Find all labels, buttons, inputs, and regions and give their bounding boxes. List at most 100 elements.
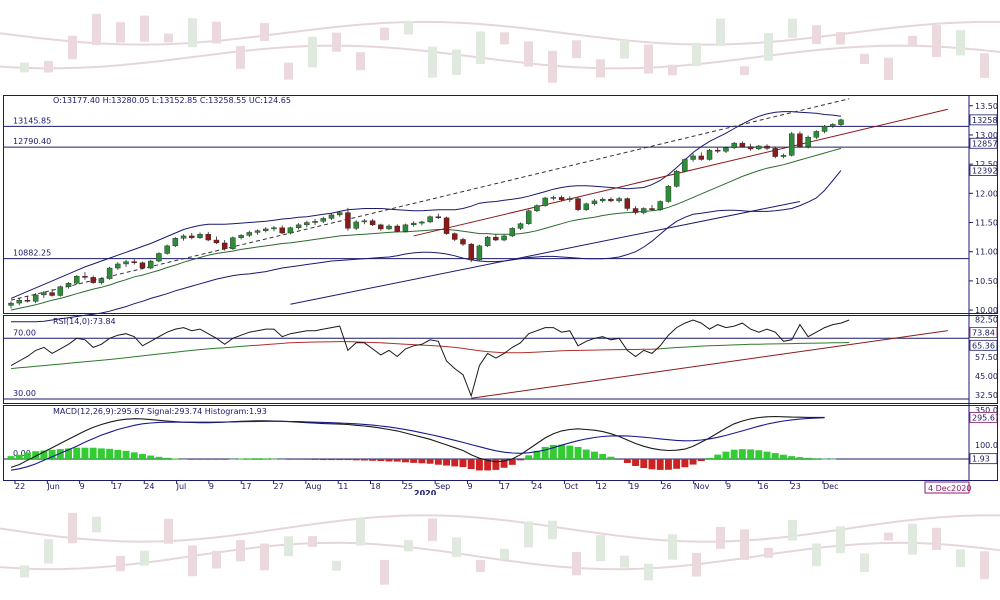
background-wave [0,44,1000,70]
candle-up [821,125,828,132]
histogram-bar-positive [582,449,590,459]
candle-up [476,245,483,261]
histogram-bar-positive [147,455,155,459]
date-tick-label: 24 [532,482,542,491]
date-tick-label: Jun [46,482,60,491]
candle-up [756,145,762,150]
rsi-title: RSI(14,0):73.84 [53,317,116,326]
candle-down [369,220,376,226]
date-tick-label: 23 [791,482,801,491]
histogram-bar-positive [163,457,171,459]
background-candle [236,540,245,562]
histogram-bar-positive [56,449,64,459]
candle-up [517,223,524,229]
background-candle [956,549,965,568]
histogram-bar-negative [319,458,327,461]
histogram-bar-positive [65,448,72,459]
background-candle [644,563,653,581]
background-candle [356,517,365,546]
histogram-bar-negative [303,458,311,460]
histogram-bar-negative [369,458,377,461]
candle-up [254,230,261,233]
histogram-bar-positive [254,458,261,460]
histogram-bar-positive [122,450,130,459]
candle-up [98,278,105,283]
histogram-bar-positive [591,451,598,459]
histogram-bar-negative [286,458,294,460]
background-candle [428,46,437,78]
background-candle [692,42,701,67]
histogram-bar-positive [763,451,771,459]
histogram-bar-positive [738,449,746,459]
rsi-tick-label: 57.50 [975,353,998,362]
candle-down [739,142,746,147]
candle-down [698,155,705,160]
background-candle [860,53,869,65]
trendline-upper-dashed [10,98,850,301]
price-tick-label: 12.50K [975,160,998,169]
candle-up [361,220,368,223]
candle-up [550,197,557,199]
background-candle [524,521,533,548]
price-panel: 13145.85 12790.40 10882.25 [4,98,969,323]
histogram-bar-negative [673,458,681,469]
background-candle [404,540,413,552]
candle-up [287,227,294,234]
candle-up [402,224,409,232]
histogram-bar-positive [81,447,89,459]
date-tick-label: 24 [144,482,154,491]
candle-up [526,210,532,224]
background-candle [140,15,149,42]
candle-up [419,221,425,224]
background-candle [884,532,893,541]
date-tick-label: 25 [403,482,413,491]
histogram-bar-negative [204,458,212,460]
level-label: 13145.85 [13,116,51,125]
candle-up [41,292,47,296]
candle-down [221,242,228,249]
date-tick-label: Sep [435,482,450,491]
candle-up [509,228,516,237]
macd-badge-label: 295.67 [972,413,998,422]
signal-line [10,417,825,471]
candle-down [345,212,351,229]
price-tick-label: 10.50K [975,277,998,286]
background-candle [452,537,461,557]
background-candle [620,40,629,59]
candle-up [238,235,244,238]
year-label: 2020 [414,489,437,495]
rsi-trendline [471,330,948,399]
background-candle [500,548,509,560]
background-candle [212,21,221,44]
background-candle [764,547,773,558]
trendline-blue-rising [290,201,801,305]
background-candle [980,551,989,580]
date-tick-label: Jul [176,482,187,491]
candle-down [279,227,285,234]
price-badge-box [969,114,998,126]
date-tick-label: 17 [241,482,251,491]
background-candle [476,559,485,572]
background-candle [20,62,29,73]
histogram-bar-negative [401,458,409,463]
histogram-bar-positive [229,458,237,460]
histogram-bar-positive [270,458,278,460]
background-candle [884,57,893,81]
candle-up [328,214,335,219]
macd-tick-label: 100.00 [975,441,998,450]
candle-up [410,222,417,226]
date-tick-label: 22 [15,482,25,491]
histogram-bar-negative [295,458,303,460]
histogram-bar-positive [15,454,23,459]
candle-up [115,263,121,269]
background-candle [332,32,341,52]
histogram-bar-positive [755,450,763,459]
background-candle [716,18,725,47]
rsi-panel: 70.00 30.00 82.50 57.50 45.00 32.50 73.84 65.36 [4,315,998,400]
histogram-bar-negative [443,458,451,466]
histogram-bar-positive [180,458,188,460]
histogram-bar-negative [188,458,196,460]
rsi-tick-label: 32.50 [975,391,998,400]
histogram-bar-negative [689,458,697,465]
candle-down [608,198,614,202]
